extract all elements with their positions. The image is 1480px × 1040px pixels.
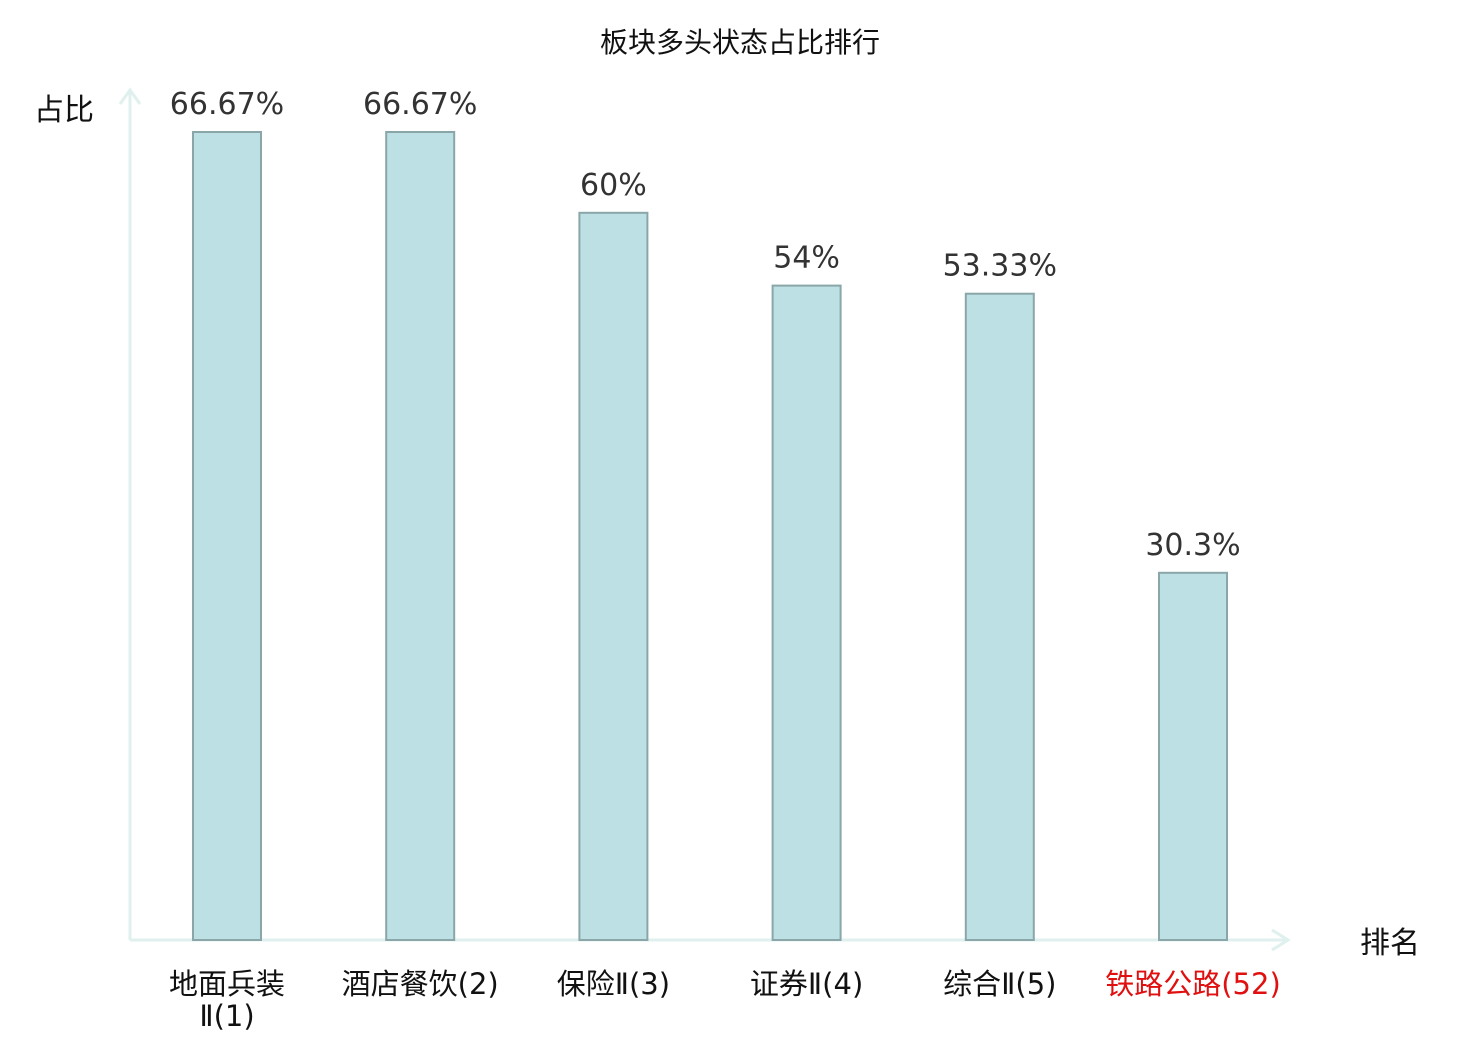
x-axis-label: 排名	[1360, 926, 1420, 961]
bars	[192, 131, 1228, 942]
bar-value-label: 60%	[580, 168, 647, 203]
x-axis-arrow-icon	[1271, 928, 1291, 952]
bar	[1158, 571, 1228, 941]
bar	[385, 131, 456, 941]
x-axis: 排名	[130, 926, 1420, 961]
bar-value-label: 30.3%	[1145, 528, 1240, 563]
y-axis-arrow-icon	[118, 87, 142, 105]
category-label: 酒店餐饮(2)	[342, 967, 499, 1001]
category-label: 证券Ⅱ(4)	[750, 967, 863, 1001]
category-label: 保险Ⅱ(3)	[557, 967, 670, 1001]
bar-value-label: 53.33%	[943, 249, 1057, 284]
category-label: 综合Ⅱ(5)	[943, 967, 1056, 1001]
bar	[964, 292, 1035, 941]
category-label: 地面兵装	[169, 967, 285, 1001]
bar-value-label: 54%	[773, 241, 840, 276]
bar	[771, 284, 842, 942]
chart-title: 板块多头状态占比排行	[600, 26, 880, 59]
y-axis-label: 占比	[34, 93, 94, 128]
bar	[192, 131, 262, 941]
value-labels: 66.67% 66.67% 60% 54% 53.33% 30.3%	[170, 87, 1241, 563]
bar	[578, 211, 649, 942]
bar-value-label: 66.67%	[170, 87, 284, 122]
category-label: 铁路公路(52)	[1105, 967, 1281, 1001]
bar-value-label: 66.67%	[363, 87, 477, 122]
y-axis: 占比	[34, 87, 142, 940]
category-label: Ⅱ(1)	[199, 999, 254, 1033]
